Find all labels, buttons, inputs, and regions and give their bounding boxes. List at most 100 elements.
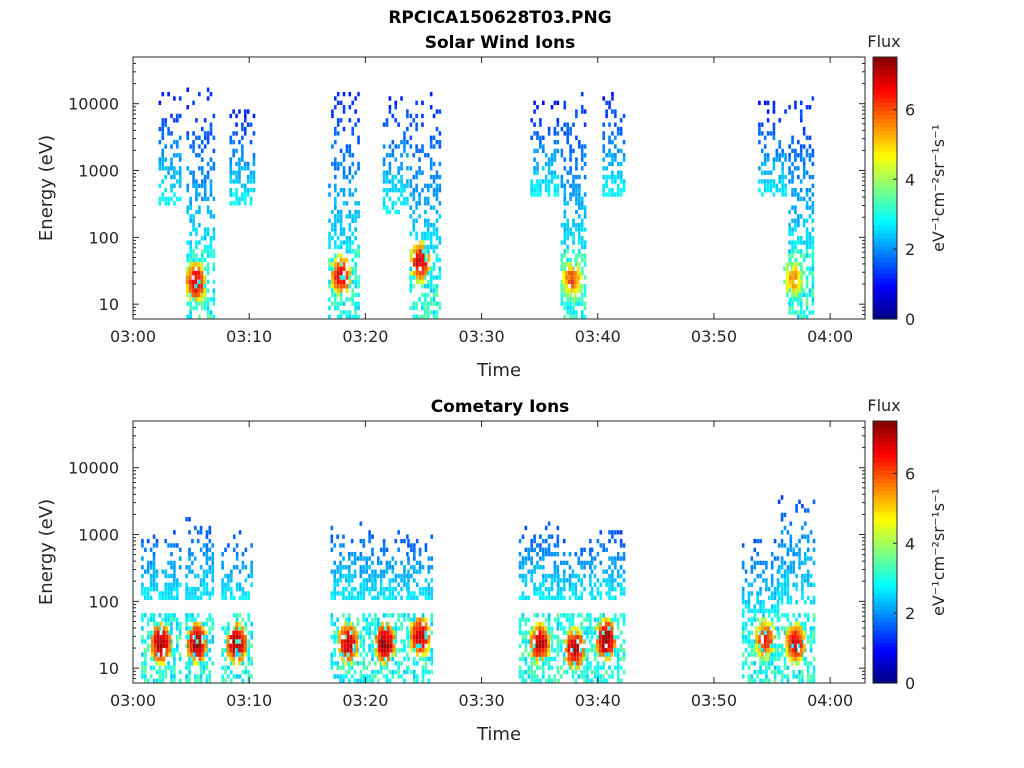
heatmap-cell [152,534,156,539]
heatmap-cell-hot [769,621,773,627]
heatmap-cell [211,661,215,666]
heatmap-cell [758,100,761,106]
heatmap-cell [799,153,803,158]
heatmap-cell [336,314,340,319]
heatmap-cell [521,656,525,662]
heatmap-cell [572,249,575,254]
heatmap-cell-hot [791,279,795,285]
heatmap-cell [533,669,536,675]
heatmap-cell [593,665,597,670]
heatmap-cell-hot [383,661,387,666]
heatmap-cell [203,144,207,149]
heatmap-cell-hot [195,652,199,657]
heatmap-cell [583,573,586,579]
heatmap-cell [418,552,422,557]
heatmap-cell-hot [352,626,356,631]
heatmap-cell [556,543,560,548]
heatmap-cell [230,595,233,601]
heatmap-cell-hot [383,639,387,644]
heatmap-cell [614,135,617,140]
heatmap-cell [776,578,780,583]
heatmap-cell-hot [410,648,413,653]
heatmap-cell [334,196,337,202]
heatmap-cell [430,656,434,662]
heatmap-cell [583,314,587,319]
heatmap-cell [379,669,383,675]
heatmap-cell [173,560,176,566]
heatmap-cell [400,161,403,167]
heatmap-cell-hot [346,639,350,644]
heatmap-cell [252,161,256,167]
heatmap-cell-hot [343,643,347,649]
heatmap-cell [221,552,224,557]
heatmap-cell [421,678,425,683]
heatmap-cell [185,617,188,622]
heatmap-cell [348,179,352,184]
heatmap-cell-hot [345,275,349,280]
heatmap-cell [252,157,256,162]
heatmap-cell [805,218,809,223]
heatmap-cell [424,253,427,258]
heatmap-cell [614,595,617,601]
heatmap-cell-hot [334,288,337,293]
heatmap-cell [788,240,791,245]
heatmap-cell [406,534,409,539]
heatmap-cell [780,586,784,592]
heatmap-cell [769,170,773,175]
heatmap-cell [562,586,566,592]
heatmap-cell-hot [544,652,548,657]
heatmap-cell [560,674,563,679]
heatmap-cell-hot [799,643,803,649]
heatmap-cell [812,560,816,566]
heatmap-cell-hot [192,639,196,644]
heatmap-cell-hot [418,270,422,276]
heatmap-cell-hot [763,639,767,644]
heatmap-cell [229,170,233,175]
heatmap-cell-hot [567,661,571,666]
heatmap-cell [394,578,398,583]
heatmap-cell [580,297,584,302]
heatmap-cell [759,643,762,649]
heatmap-cell [188,626,191,631]
heatmap-cell [400,188,403,193]
heatmap-cell [578,196,581,202]
heatmap-cell [212,135,216,140]
heatmap-cell [185,517,188,522]
heatmap-cell-hot [195,621,199,627]
heatmap-cell [580,244,584,250]
heatmap-cell-hot [421,240,425,245]
heatmap-cell [412,275,416,280]
heatmap-cell [354,279,357,285]
heatmap-cell [616,617,620,622]
heatmap-cell [205,534,209,539]
heatmap-cell [374,626,377,631]
heatmap-cell [533,192,536,197]
heatmap-cell [208,530,212,535]
heatmap-cell [530,183,533,188]
heatmap-cell [799,301,803,306]
heatmap-cell-hot [232,634,236,640]
heatmap-cell [622,648,626,653]
heatmap-cell [575,109,578,114]
heatmap-cell [569,297,572,302]
heatmap-cell [175,578,179,583]
heatmap-cell [336,131,340,136]
heatmap-cell-hot [192,656,196,662]
heatmap-cell [811,310,815,315]
heatmap-cell [563,166,567,171]
heatmap-cell [616,621,620,627]
heatmap-cell-hot [791,661,794,666]
heatmap-cell [563,157,567,162]
heatmap-cell [560,643,563,649]
heatmap-cell [596,669,600,675]
heatmap-cell [238,595,242,601]
colorbar-swatch [873,134,897,140]
heatmap-cell [382,573,386,579]
heatmap-cell [244,621,248,627]
heatmap-cell [783,560,787,566]
heatmap-cell [580,227,584,232]
heatmap-cell [330,569,334,574]
heatmap-cell-hot [562,284,566,289]
heatmap-cell [571,573,575,579]
heatmap-cell [557,639,560,644]
